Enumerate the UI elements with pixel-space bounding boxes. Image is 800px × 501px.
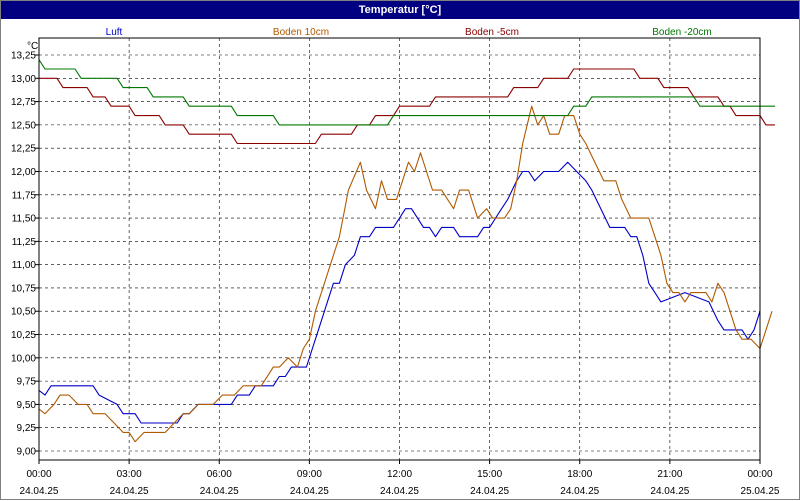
y-tick-label: 11,75: [12, 190, 37, 201]
y-tick-label: 12,25: [11, 144, 36, 155]
y-tick-label: 13,00: [11, 74, 36, 85]
y-tick-label: 12,50: [11, 120, 36, 131]
grid-lines: [39, 38, 760, 460]
x-tick-date-label: 24.04.25: [380, 486, 419, 497]
x-tick-time-label: 00:00: [747, 469, 772, 480]
series-line-boden-10cm: [38, 105, 773, 443]
x-tick-date-label: 24.04.25: [290, 486, 329, 497]
y-tick-label: 11,25: [12, 237, 37, 248]
x-tick-date-label: 24.04.25: [560, 486, 599, 497]
x-tick-time-label: 03:00: [117, 469, 142, 480]
y-tick-label: 11,50: [12, 214, 37, 225]
y-axis-ticks: 13,25 13,00 12,75 12,50 12,25 12,00 11,75 11,50…: [11, 51, 39, 458]
x-tick-time-label: 15:00: [477, 469, 502, 480]
y-tick-label: 9,00: [17, 447, 37, 458]
y-tick-label: 9,75: [17, 377, 37, 388]
x-tick-date-label: 24.04.25: [200, 486, 239, 497]
x-tick-time-label: 00:00: [26, 469, 51, 480]
y-tick-label: 13,25: [11, 51, 36, 62]
x-axis-ticks: 00:00 24.04.25 03:00 24.04.25 06:00 24.04.25 0…: [20, 460, 780, 497]
series-lines: [38, 59, 775, 443]
x-tick-date-label: 24.04.25: [110, 486, 149, 497]
legend: Luft Boden 10cm Boden -5cm Boden -20cm: [106, 27, 712, 38]
x-tick-time-label: 09:00: [297, 469, 322, 480]
y-tick-label: 10,50: [11, 307, 36, 318]
x-tick-date-label: 24.04.25: [470, 486, 509, 497]
y-tick-label: 12,00: [11, 167, 36, 178]
series-line-boden-5cm: [39, 68, 775, 145]
y-tick-label: 10,00: [11, 353, 36, 364]
series-line-luft: [38, 161, 761, 424]
legend-entry: Luft: [106, 27, 123, 38]
y-tick-label: 10,25: [11, 330, 36, 341]
x-tick-time-label: 21:00: [657, 469, 682, 480]
series-line-boden-20cm: [38, 59, 775, 126]
legend-entry: Boden 10cm: [273, 27, 329, 38]
x-tick-time-label: 18:00: [567, 469, 592, 480]
y-tick-label: 11,00: [12, 260, 37, 271]
x-tick-date-label: 24.04.25: [650, 486, 689, 497]
x-tick-date-label: 25.04.25: [741, 486, 780, 497]
legend-entry: Boden -20cm: [652, 27, 711, 38]
y-tick-label: 9,50: [17, 400, 37, 411]
x-tick-date-label: 24.04.25: [20, 486, 59, 497]
legend-entry: Boden -5cm: [465, 27, 519, 38]
y-tick-label: 10,75: [11, 283, 36, 294]
x-tick-time-label: 12:00: [387, 469, 412, 480]
y-tick-label: 9,25: [17, 423, 37, 434]
y-tick-label: 12,75: [11, 97, 36, 108]
y-axis-label: °C: [27, 41, 38, 52]
chart-title: Temperatur [°C]: [1, 1, 799, 19]
x-tick-time-label: 06:00: [207, 469, 232, 480]
